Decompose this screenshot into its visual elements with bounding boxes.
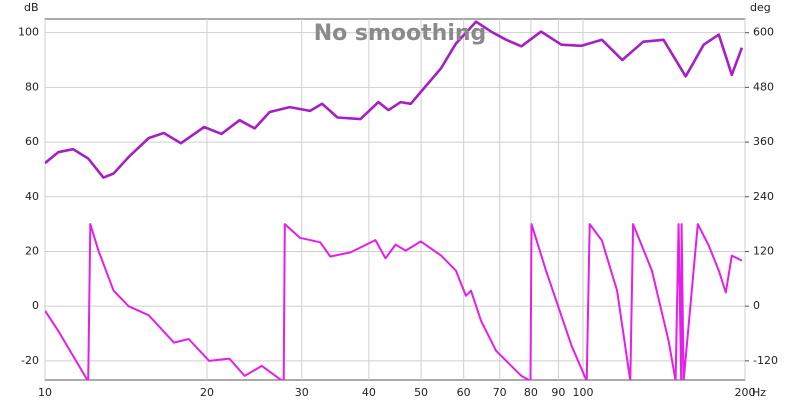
- y2-tick-label: 360: [753, 135, 774, 148]
- y-tick-label: 100: [18, 26, 39, 39]
- series-line: [45, 223, 743, 380]
- y-axis-label: dB: [24, 1, 39, 14]
- x-tick-label: 30: [295, 386, 309, 399]
- y2-tick-label: -120: [753, 354, 778, 367]
- y-tick-label: -20: [21, 354, 39, 367]
- y-tick-label: 60: [25, 135, 39, 148]
- series-line: [45, 20, 744, 179]
- x-tick-label: 100: [573, 386, 594, 399]
- x-tick-label: 10: [38, 386, 52, 399]
- x-tick-label: 40: [362, 386, 376, 399]
- y2-axis-label: deg: [750, 1, 771, 14]
- y-tick-label: 40: [25, 190, 39, 203]
- y-tick-label: 80: [25, 80, 39, 93]
- x-tick-label: 50: [414, 386, 428, 399]
- y2-tick-label: 120: [753, 244, 774, 257]
- y2-tick-label: 240: [753, 190, 774, 203]
- y2-tick-label: 0: [753, 299, 760, 312]
- x-tick-label: 90: [551, 386, 565, 399]
- annotation: No smoothing: [314, 21, 487, 46]
- x-axis-label: Hz: [752, 386, 766, 399]
- x-tick-label: 200: [735, 386, 756, 399]
- x-tick-label: 70: [493, 386, 507, 399]
- lines: [45, 20, 744, 380]
- y-tick-label: 20: [25, 244, 39, 257]
- plot-frame: [44, 18, 746, 381]
- y-tick-label: 0: [32, 299, 39, 312]
- y2-tick-label: 480: [753, 80, 774, 93]
- x-tick-label: 20: [200, 386, 214, 399]
- x-tick-label: 60: [457, 386, 471, 399]
- y2-tick-label: 600: [753, 26, 774, 39]
- x-tick-label: 80: [524, 386, 538, 399]
